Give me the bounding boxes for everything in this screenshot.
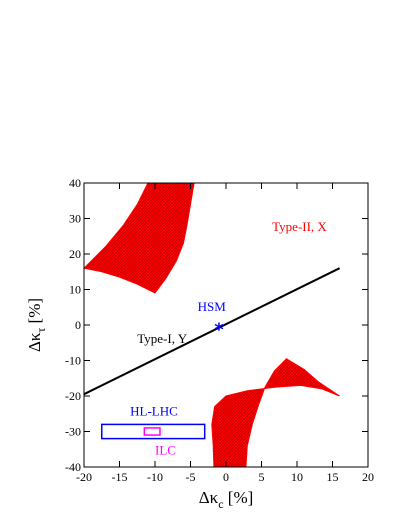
annotation-ilc: ILC: [155, 443, 176, 458]
marker-hsm: *: [214, 320, 224, 341]
annotation-type-i-y: Type-I, Y: [137, 331, 187, 346]
x-tick-label: -5: [186, 470, 196, 484]
y-tick-label: 40: [69, 176, 81, 190]
x-tick-label: 0: [223, 470, 229, 484]
box-hl-lhc: [101, 423, 206, 440]
region-type2-upper: [82, 182, 195, 294]
annotation-hsm: HSM: [198, 299, 227, 314]
boxes-layer: [101, 423, 206, 440]
x-tick-label: 10: [291, 470, 303, 484]
x-axis-label: Δκc [%]: [199, 488, 254, 511]
annotation-type-ii-x: Type-II, X: [272, 219, 327, 234]
y-tick-label: 10: [69, 283, 81, 297]
y-tick-label: 0: [75, 318, 81, 332]
y-tick-label: -10: [65, 354, 81, 368]
y-tick-label: 20: [69, 247, 81, 261]
markers-layer: *: [214, 320, 224, 341]
region-type2-lower: [211, 358, 340, 468]
box-ilc: [143, 427, 161, 436]
x-tick-label: -10: [147, 470, 163, 484]
ticks-layer: -20 -15 -10 -5 0 5 10 15 20 -40 -30 -20 -10 0 10 20 30 40: [65, 176, 374, 484]
y-axis-label: Δκτ [%]: [25, 298, 48, 352]
x-tick-label: 15: [327, 470, 339, 484]
x-tick-label: -15: [112, 470, 128, 484]
y-tick-label: 30: [69, 212, 81, 226]
y-tick-label: -30: [65, 425, 81, 439]
x-tick-label: 5: [259, 470, 265, 484]
annotation-hl-lhc: HL-LHC: [130, 404, 178, 419]
annotations-layer: Type-II, X HSM Type-I, Y HL-LHC ILC: [130, 219, 327, 458]
y-tick-label: -20: [65, 389, 81, 403]
regions-layer: [82, 182, 340, 468]
x-tick-label: -20: [76, 470, 92, 484]
axis-labels: Δκc [%] Δκτ [%]: [25, 298, 253, 511]
x-tick-label: 20: [362, 470, 374, 484]
series-line-type-i-y: [83, 267, 341, 396]
lines-layer: [83, 267, 341, 396]
y-tick-label: -40: [65, 460, 81, 474]
